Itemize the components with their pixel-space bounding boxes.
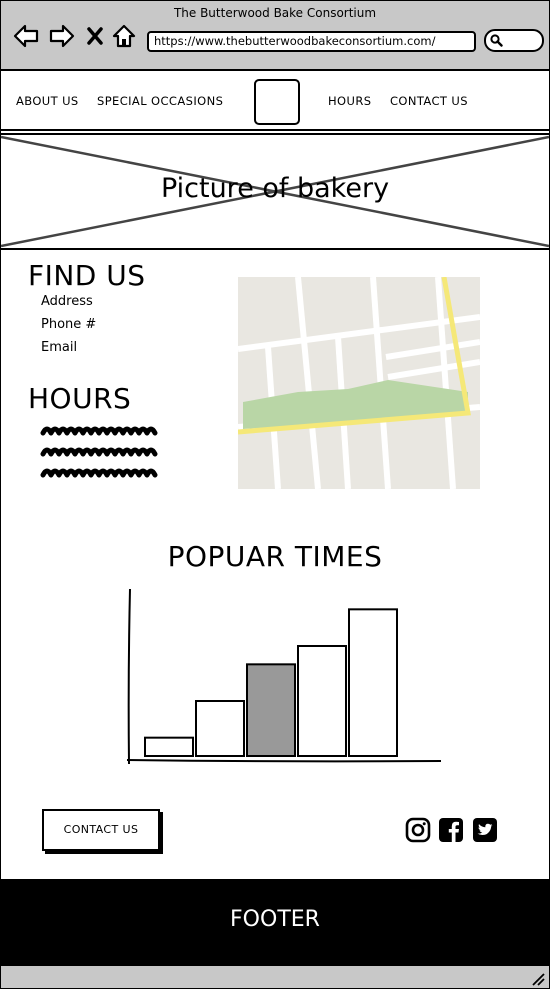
close-x-icon[interactable] (85, 23, 105, 49)
chart-bar-3 (246, 663, 296, 757)
twitter-icon[interactable] (472, 817, 498, 843)
hero-image-placeholder: Picture of bakery (1, 133, 549, 250)
hours-heading: HOURS (28, 382, 132, 415)
hours-scribble-placeholder (40, 426, 158, 478)
resize-grip-icon[interactable] (531, 972, 545, 986)
popular-times-chart (126, 588, 442, 765)
contact-us-button[interactable]: CONTACT US (42, 809, 160, 851)
find-us-heading: FIND US (28, 259, 146, 292)
search-icon (490, 34, 503, 47)
facebook-icon[interactable] (438, 817, 464, 843)
forward-arrow-icon[interactable] (49, 23, 75, 49)
chart-x-axis (126, 759, 442, 763)
popular-times-heading: POPUAR TIMES (167, 540, 383, 573)
chart-bar-5 (348, 608, 398, 758)
nav-contact-us[interactable]: CONTACT US (390, 94, 468, 108)
hero-caption: Picture of bakery (160, 173, 390, 204)
image-placeholder-cross (1, 135, 549, 248)
phone-text: Phone # (41, 317, 97, 332)
home-icon[interactable] (111, 23, 137, 49)
nav-special-occasions[interactable]: SPECIAL OCCASIONS (97, 94, 224, 108)
address-text: Address (41, 294, 93, 309)
browser-search-field[interactable] (484, 29, 544, 52)
nav-about-us[interactable]: ABOUT US (16, 94, 79, 108)
instagram-icon[interactable] (405, 817, 431, 843)
footer: FOOTER (1, 879, 549, 965)
footer-label: FOOTER (230, 907, 320, 932)
email-text: Email (41, 340, 78, 355)
back-arrow-icon[interactable] (13, 23, 39, 49)
status-bar (1, 965, 549, 988)
location-map[interactable] (238, 277, 480, 489)
chart-y-axis (127, 588, 131, 765)
browser-chrome: The Butterwood Bake Consortium https://w… (1, 1, 549, 71)
chart-bar-1 (144, 736, 194, 758)
chart-bar-4 (297, 645, 347, 757)
address-bar[interactable]: https://www.thebutterwoodbakeconsortium.… (147, 31, 476, 52)
chart-bar-2 (195, 700, 245, 757)
site-navigation: ABOUT US SPECIAL OCCASIONS HOURS CONTACT… (1, 71, 549, 131)
window-title: The Butterwood Bake Consortium (173, 6, 377, 20)
nav-hours[interactable]: HOURS (328, 94, 372, 108)
logo-placeholder[interactable] (254, 79, 300, 125)
